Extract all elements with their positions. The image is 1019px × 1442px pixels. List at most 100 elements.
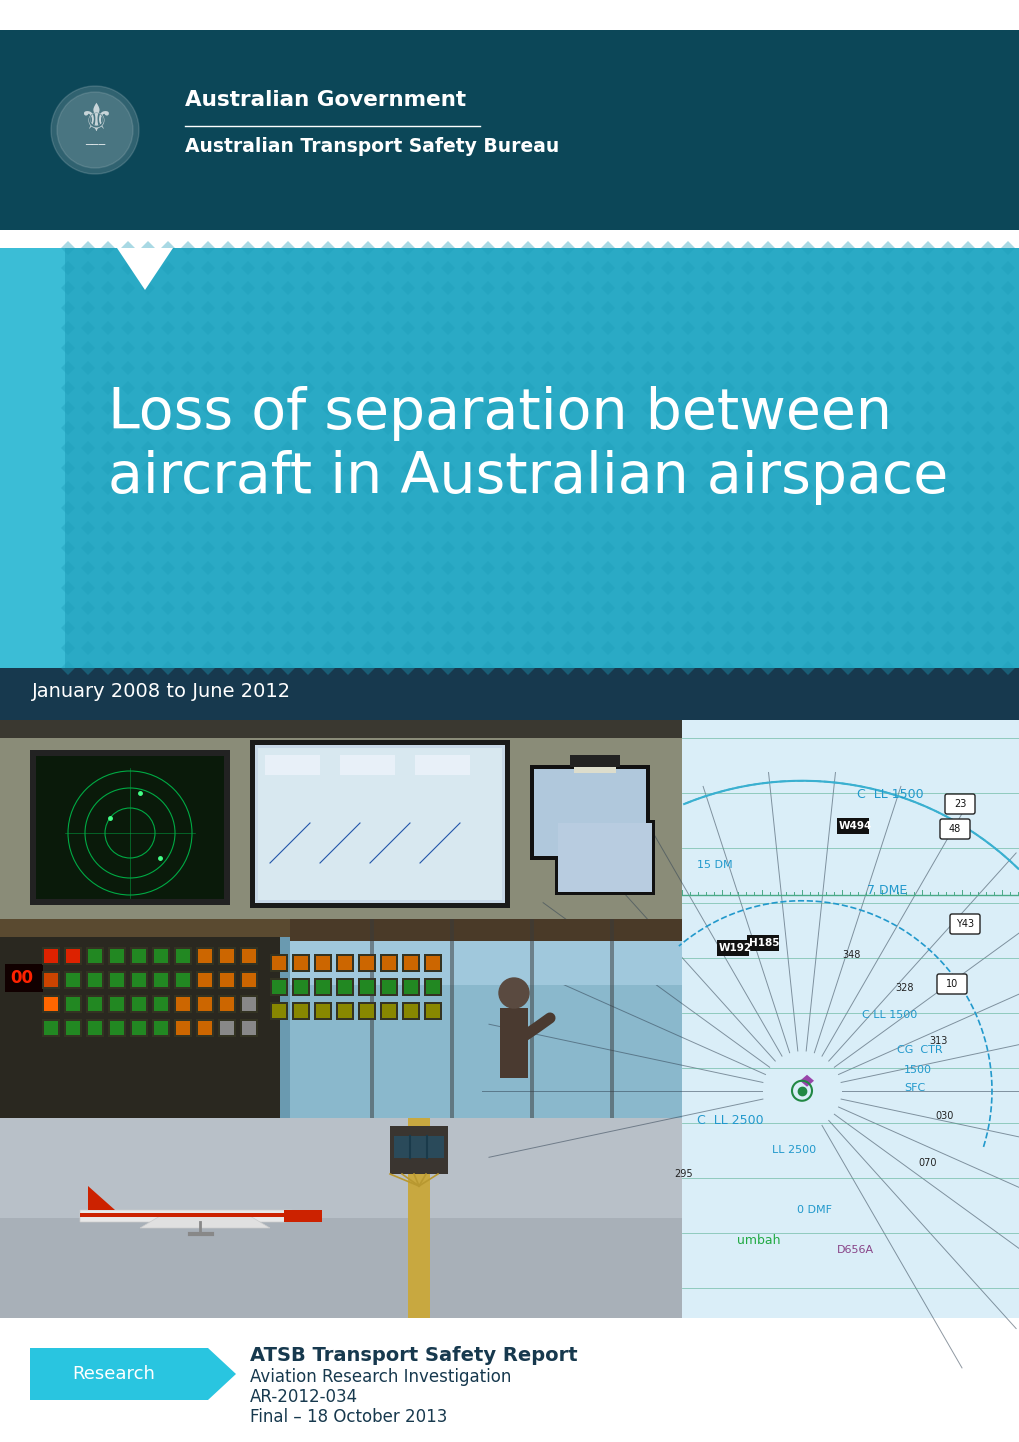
Polygon shape [141,581,155,596]
Bar [449,919,453,1118]
Polygon shape [841,642,854,655]
Polygon shape [340,541,355,555]
Polygon shape [301,660,315,675]
Polygon shape [640,461,654,474]
Polygon shape [980,322,994,335]
Bar [316,956,330,970]
Polygon shape [900,441,914,456]
Polygon shape [920,622,934,634]
Polygon shape [500,401,515,415]
Polygon shape [280,601,294,614]
Polygon shape [221,381,234,395]
Polygon shape [600,660,614,675]
Bar [534,769,645,857]
Polygon shape [941,421,954,435]
Polygon shape [960,561,974,575]
Polygon shape [681,381,694,395]
Polygon shape [161,241,175,255]
Polygon shape [280,521,294,535]
Polygon shape [781,281,794,296]
Polygon shape [800,340,814,355]
Polygon shape [681,322,694,335]
Polygon shape [860,301,874,314]
Polygon shape [880,601,894,614]
Polygon shape [201,322,215,335]
Bar [88,1021,102,1035]
Polygon shape [581,461,594,474]
Polygon shape [681,401,694,415]
Polygon shape [600,642,614,655]
Polygon shape [261,482,275,495]
Polygon shape [180,561,195,575]
Polygon shape [180,281,195,296]
Polygon shape [660,401,675,415]
Bar [270,955,287,972]
Bar [42,1019,60,1037]
Polygon shape [740,521,754,535]
Polygon shape [581,340,594,355]
Polygon shape [321,261,334,275]
Polygon shape [681,261,694,275]
Polygon shape [800,381,814,395]
Polygon shape [161,441,175,456]
Polygon shape [461,401,475,415]
Bar [358,978,376,996]
Polygon shape [700,601,714,614]
Polygon shape [980,381,994,395]
Polygon shape [941,622,954,634]
Polygon shape [280,500,294,515]
Polygon shape [361,281,375,296]
Polygon shape [500,381,515,395]
Polygon shape [421,482,434,495]
Polygon shape [141,261,155,275]
Polygon shape [381,381,394,395]
Polygon shape [781,261,794,275]
Polygon shape [600,340,614,355]
Polygon shape [600,601,614,614]
Polygon shape [201,381,215,395]
Polygon shape [521,561,535,575]
Bar [393,1136,443,1158]
Polygon shape [841,421,854,435]
Bar [44,1021,58,1035]
Polygon shape [101,642,115,655]
Bar [574,767,615,773]
Polygon shape [621,322,635,335]
Polygon shape [280,482,294,495]
Polygon shape [61,360,75,375]
Bar [404,981,418,994]
Polygon shape [920,261,934,275]
Polygon shape [201,261,215,275]
Polygon shape [760,281,774,296]
Polygon shape [820,500,835,515]
Polygon shape [221,340,234,355]
Polygon shape [540,241,554,255]
Polygon shape [141,541,155,555]
Polygon shape [781,461,794,474]
Polygon shape [30,1348,235,1400]
Polygon shape [781,642,794,655]
Polygon shape [781,521,794,535]
Polygon shape [1000,642,1014,655]
Polygon shape [521,461,535,474]
Polygon shape [560,381,575,395]
Polygon shape [581,441,594,456]
Polygon shape [820,261,835,275]
Polygon shape [280,401,294,415]
Polygon shape [440,360,454,375]
Bar [131,949,146,963]
Bar [131,973,146,986]
Polygon shape [61,340,75,355]
Polygon shape [640,441,654,456]
Polygon shape [720,401,735,415]
Bar [401,1002,420,1019]
Polygon shape [540,581,554,596]
Polygon shape [920,642,934,655]
Bar [289,919,682,985]
Polygon shape [121,421,135,435]
Polygon shape [240,561,255,575]
Polygon shape [500,622,515,634]
Polygon shape [720,561,735,575]
Polygon shape [760,261,774,275]
Polygon shape [860,601,874,614]
